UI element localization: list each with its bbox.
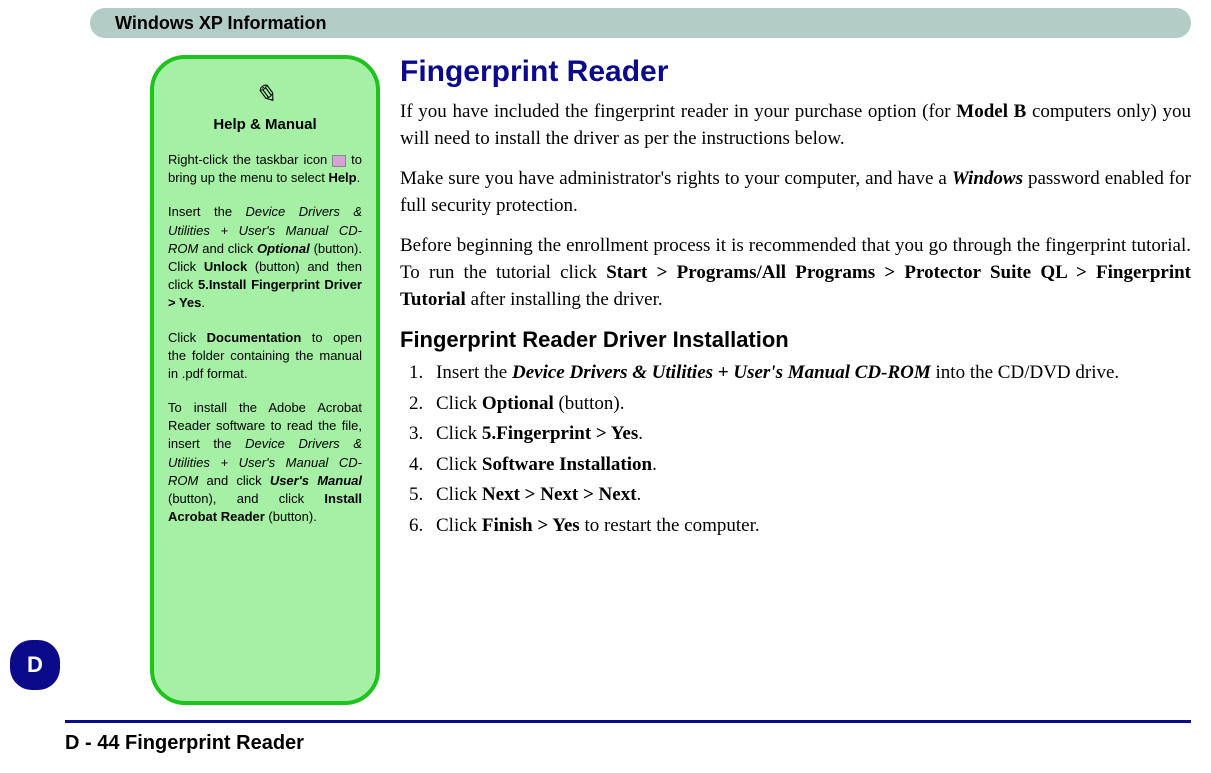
appendix-tab-label: D <box>27 652 43 678</box>
footer-text: D - 44 Fingerprint Reader <box>65 732 304 755</box>
main-para-3: Before beginning the enrollment process … <box>400 233 1191 313</box>
taskbar-icon <box>332 155 346 167</box>
step-2: Click Optional (button). <box>428 390 1191 419</box>
sub-heading: Fingerprint Reader Driver Installation <box>400 327 1191 353</box>
callout-para-2: Insert the Device Drivers & Utilities + … <box>168 203 362 312</box>
callout-para-3: Click Documentation to open the folder c… <box>168 329 362 384</box>
main-para-1: If you have included the fingerprint rea… <box>400 99 1191 152</box>
step-5: Click Next > Next > Next. <box>428 481 1191 510</box>
callout-title: Help & Manual <box>168 116 362 133</box>
step-1: Insert the Device Drivers & Utilities + … <box>428 359 1191 388</box>
footer-page-ref: D - 44 <box>65 732 119 754</box>
step-6: Click Finish > Yes to restart the comput… <box>428 512 1191 541</box>
help-callout: ✎ Help & Manual Right-click the taskbar … <box>150 55 380 705</box>
install-steps: Insert the Device Drivers & Utilities + … <box>400 359 1191 540</box>
step-3: Click 5.Fingerprint > Yes. <box>428 420 1191 449</box>
main-content: Fingerprint Reader If you have included … <box>400 55 1191 542</box>
main-para-2: Make sure you have administrator's right… <box>400 166 1191 219</box>
page-heading: Fingerprint Reader <box>400 55 1191 89</box>
header-title: Windows XP Information <box>115 13 327 34</box>
appendix-tab: D <box>10 640 60 690</box>
footer-page-title: Fingerprint Reader <box>125 732 304 754</box>
step-4: Click Software Installation. <box>428 451 1191 480</box>
pencil-icon: ✎ <box>168 79 362 110</box>
footer-rule <box>65 720 1191 723</box>
callout-para-1: Right-click the taskbar icon to bring up… <box>168 151 362 187</box>
header-bar: Windows XP Information <box>90 8 1191 38</box>
callout-para-4: To install the Adobe Acrobat Reader soft… <box>168 399 362 526</box>
